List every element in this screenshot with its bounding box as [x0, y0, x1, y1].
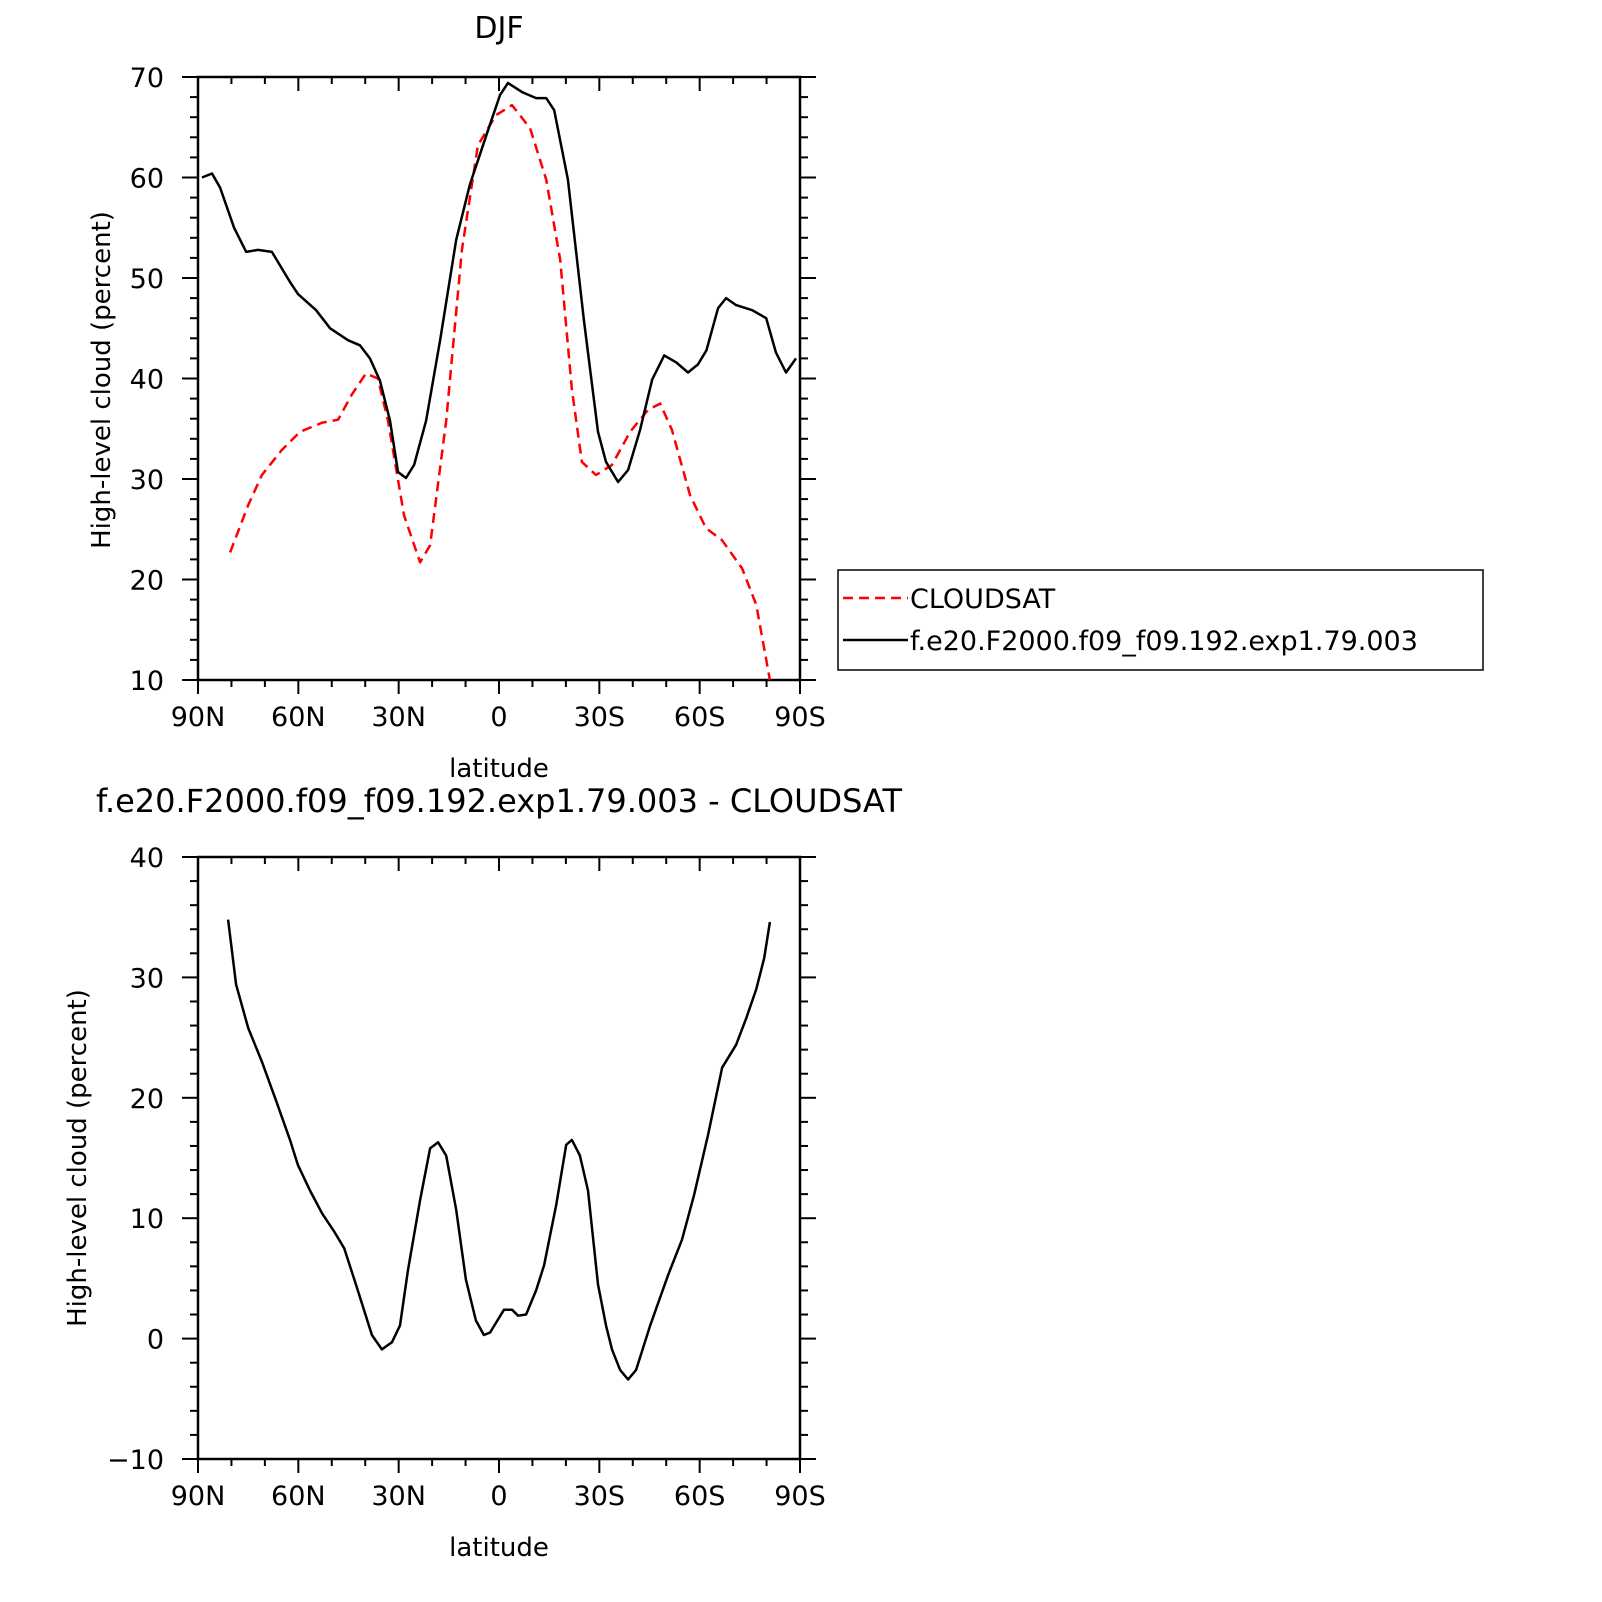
- legend: CLOUDSAT f.e20.F2000.f09_f09.192.exp1.79…: [837, 569, 1484, 671]
- y-tick-label: 20: [130, 566, 164, 597]
- plot-frame: [196, 855, 802, 1461]
- y-axis-label: High-level cloud (percent): [87, 211, 117, 549]
- x-tick-label: 60N: [271, 1481, 326, 1512]
- y-tick-label: 30: [130, 963, 164, 994]
- series-line-0: [226, 919, 772, 1381]
- x-tick-label: 90N: [171, 1481, 226, 1512]
- legend-label-model: f.e20.F2000.f09_f09.192.exp1.79.003: [910, 626, 1418, 657]
- chart-title: f.e20.F2000.f09_f09.192.exp1.79.003 - CL…: [96, 782, 902, 820]
- series-line-1: [201, 81, 798, 484]
- x-tick-label: 60S: [674, 702, 726, 733]
- y-tick-label: 40: [130, 365, 164, 396]
- x-tick-label: 60N: [271, 702, 326, 733]
- legend-label-cloudsat: CLOUDSAT: [910, 584, 1056, 615]
- x-axis-label: latitude: [449, 1533, 549, 1563]
- chart-title: DJF: [474, 11, 523, 46]
- y-tick-label: 60: [130, 164, 164, 195]
- x-tick-label: 0: [490, 1481, 507, 1512]
- x-tick-label: 90S: [774, 1481, 826, 1512]
- x-axis-label: latitude: [449, 754, 549, 784]
- y-tick-label: 50: [130, 264, 164, 295]
- x-tick-label: 30N: [371, 1481, 426, 1512]
- x-tick-label: 90N: [171, 702, 226, 733]
- x-tick-label: 30S: [574, 1481, 626, 1512]
- y-tick-label: 20: [130, 1084, 164, 1115]
- legend-box: [837, 569, 1484, 671]
- y-tick-label: 0: [147, 1325, 164, 1356]
- y-tick-label: −10: [107, 1445, 164, 1476]
- y-tick-label: 40: [130, 843, 164, 874]
- y-tick-label: 70: [130, 63, 164, 94]
- x-tick-label: 90S: [774, 702, 826, 733]
- plot-frame: [196, 75, 802, 682]
- panel-djf: DJF latitude High-level cloud (percent) …: [87, 11, 826, 784]
- y-tick-label: 10: [130, 1204, 164, 1235]
- panel-difference: f.e20.F2000.f09_f09.192.exp1.79.003 - CL…: [63, 782, 902, 1563]
- y-tick-label: 30: [130, 465, 164, 496]
- x-tick-label: 0: [490, 702, 507, 733]
- x-tick-label: 60S: [674, 1481, 726, 1512]
- y-axis-label: High-level cloud (percent): [63, 989, 93, 1327]
- x-tick-label: 30N: [371, 702, 426, 733]
- x-tick-label: 30S: [574, 702, 626, 733]
- series-line-0: [228, 103, 772, 681]
- y-tick-label: 10: [130, 666, 164, 697]
